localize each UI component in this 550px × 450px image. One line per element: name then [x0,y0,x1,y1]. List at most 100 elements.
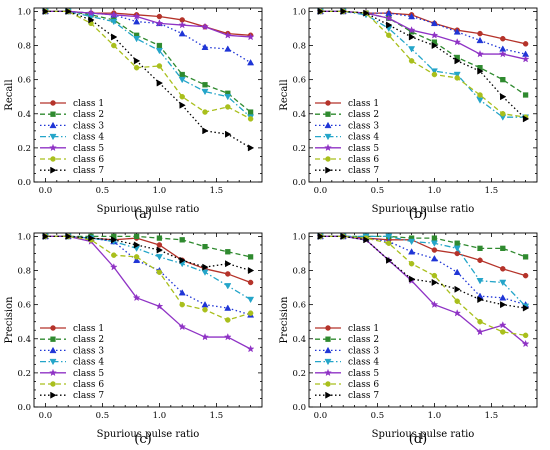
data-point [453,37,462,46]
data-point [179,101,186,109]
series-line [45,235,251,301]
data-point [500,245,506,252]
panel-label-d: (d) [409,432,427,447]
data-point [522,332,529,339]
data-point [476,49,484,58]
data-point [202,127,209,135]
legend-swatch-marker [325,336,331,342]
legend-item: class 1 [40,324,104,334]
legend-swatch-marker [325,156,331,162]
data-point [408,260,415,267]
series-line [320,10,527,120]
data-point [42,232,50,240]
data-point [521,55,530,63]
data-point [454,240,460,246]
y-tick-label: 0.4 [17,110,31,120]
panel-label-c: (c) [134,432,151,447]
data-point [225,317,231,323]
data-point [133,35,141,43]
series-line [45,10,252,118]
legend-label: class 1 [73,324,104,334]
y-tick-label: 0.0 [17,403,31,413]
series-layer [41,7,255,152]
legend-swatch-marker [49,133,57,141]
legend-label: class 5 [348,144,379,154]
data-point [133,57,141,65]
data-point [431,278,439,286]
legend-item: class 6 [40,380,104,390]
data-point [65,7,72,15]
series-class-7 [42,232,255,275]
data-point [500,35,506,42]
series-line [45,10,252,113]
y-tick-label: 0.4 [292,110,306,120]
legend-item: class 5 [40,368,104,379]
x-axis-label: Spurious pulse ratio [97,429,200,440]
data-point [454,285,461,293]
legend-item: class 2 [315,110,379,120]
data-point [476,97,484,104]
y-tick-label: 0.0 [17,178,31,188]
data-point [225,130,232,138]
data-point [223,332,232,341]
data-point [178,76,186,84]
data-point [132,293,141,302]
data-point [430,300,439,308]
data-point [522,92,529,98]
data-point [386,240,392,246]
x-axis-label: Spurious pulse ratio [97,204,200,215]
y-tick-label: 0.8 [17,267,31,277]
legend-item: class 4 [40,358,104,368]
data-point [133,241,141,249]
data-point [430,254,438,262]
legend-swatch-marker [324,346,332,354]
data-point [88,234,95,242]
series-line [45,10,251,64]
data-point [156,246,164,254]
legend-swatch-marker [50,166,57,174]
y-tick-label: 0.8 [292,267,306,277]
data-point [225,249,231,255]
legend-item: class 4 [315,358,379,368]
data-point [202,82,208,88]
y-tick-label: 0.6 [17,301,31,311]
legend-swatch-marker [325,166,332,174]
y-tick-label: 0.2 [17,144,31,154]
series-layer [316,232,530,348]
y-axis-label: Recall [279,79,290,110]
legend-label: class 4 [73,358,104,368]
data-point [109,262,118,271]
data-point [430,240,438,247]
panel-c: 0.0 0.5 1.0 1.50.00.20.40.60.81.0 class 1cl… [4,232,263,440]
data-point [522,254,529,260]
series-line [45,235,251,284]
data-point [201,269,209,276]
legend-swatch-marker [49,346,57,354]
legend-label: class 1 [348,324,379,334]
legend-label: class 1 [73,99,104,109]
x-tick-label: 1.5 [485,186,499,196]
legend-label: class 7 [73,166,104,176]
data-point [201,43,209,50]
y-tick-label: 1.0 [292,232,306,242]
legend-swatch-marker [50,325,56,331]
legend-swatch-marker [50,336,56,342]
legend-label: class 2 [73,335,104,345]
data-point [111,42,117,49]
data-point [430,68,438,75]
legend-swatch-marker [50,381,56,387]
legend-label: class 1 [348,99,379,109]
legend-label: class 7 [73,391,104,401]
data-point [133,18,141,25]
data-point [202,263,209,271]
data-point [454,298,460,304]
series-class-7 [42,7,255,152]
data-point [454,75,460,81]
legend-swatch-marker [50,156,56,162]
legend-item: class 7 [40,166,104,176]
data-point [476,327,484,336]
legend-label: class 6 [73,380,104,390]
